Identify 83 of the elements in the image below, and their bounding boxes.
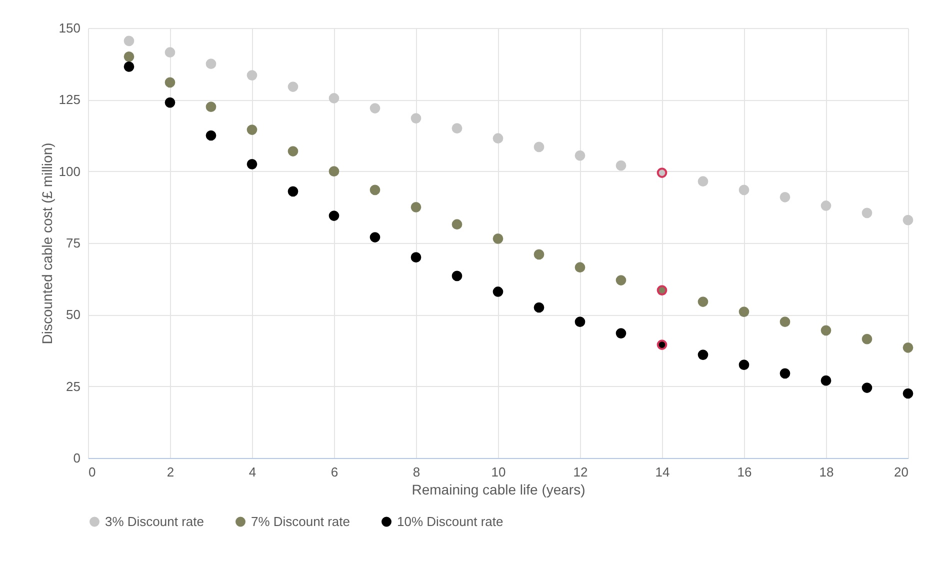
point [492, 133, 504, 144]
point [656, 285, 668, 296]
point [574, 150, 586, 161]
y-axis-title: Discounted cable cost (£ million) [38, 142, 55, 344]
legend-label: 7% Discount rate [251, 514, 350, 529]
legend-label: 3% Discount rate [105, 514, 204, 529]
point [862, 334, 872, 344]
point [616, 275, 626, 286]
point [738, 360, 750, 370]
x-tick-label: 4 [248, 464, 256, 480]
point [246, 70, 258, 80]
y-tick-label: 50 [66, 307, 80, 322]
y-tick-label: 150 [58, 20, 80, 36]
point [370, 232, 380, 242]
legend-label: 10% Discount rate [397, 514, 504, 529]
point [616, 160, 626, 171]
point [410, 113, 422, 124]
point [492, 286, 504, 297]
point [370, 103, 380, 114]
point [698, 350, 708, 360]
point [738, 184, 750, 196]
point [452, 270, 462, 282]
point [902, 342, 914, 353]
y-tick-label: 125 [58, 92, 80, 108]
point [534, 142, 544, 152]
point [206, 58, 216, 70]
point [370, 184, 380, 196]
point [124, 36, 134, 46]
point [452, 123, 462, 134]
point [164, 47, 176, 58]
x-tick-label: 8 [412, 464, 420, 480]
y-tick-label: 100 [58, 164, 80, 179]
point [698, 176, 708, 187]
point [738, 306, 750, 317]
point [328, 210, 340, 221]
y-tick-label: 25 [66, 378, 80, 394]
point [288, 82, 298, 92]
x-tick-label: 10 [491, 464, 506, 480]
point [246, 124, 258, 135]
x-tick-label: 2 [166, 464, 174, 480]
y-tick-label: 75 [66, 236, 80, 250]
y-tick-label: 0 [73, 450, 80, 466]
x-tick-label: 16 [737, 464, 752, 480]
point [288, 146, 298, 156]
x-tick-label: 12 [573, 464, 588, 480]
x-tick-label: 0 [88, 464, 96, 480]
point [534, 249, 544, 260]
point [698, 296, 708, 307]
x-axis-title: Remaining cable life (years) [412, 482, 586, 498]
point [206, 130, 216, 141]
point [246, 158, 258, 170]
point [574, 262, 586, 273]
x-tick-label: 14 [655, 464, 670, 480]
point [492, 234, 504, 244]
point [656, 168, 668, 178]
point [534, 302, 544, 313]
point [452, 219, 462, 230]
point [780, 192, 790, 202]
point [862, 208, 872, 218]
point [820, 375, 832, 386]
point [164, 77, 176, 88]
point [410, 252, 422, 263]
point [820, 325, 832, 336]
point [780, 368, 790, 379]
point [616, 328, 626, 338]
point [124, 62, 134, 72]
point [656, 340, 668, 350]
point [862, 382, 872, 393]
point [780, 316, 790, 328]
point [410, 202, 422, 212]
x-tick-label: 20 [894, 464, 908, 480]
point [902, 214, 914, 226]
point [288, 186, 298, 197]
point [902, 388, 914, 399]
x-tick-label: 6 [330, 464, 338, 480]
point [328, 93, 340, 104]
x-tick-label: 18 [819, 464, 834, 480]
point [124, 51, 134, 62]
point [574, 316, 586, 328]
point [820, 200, 832, 211]
point [164, 97, 176, 108]
point [206, 102, 216, 112]
point [328, 166, 340, 177]
